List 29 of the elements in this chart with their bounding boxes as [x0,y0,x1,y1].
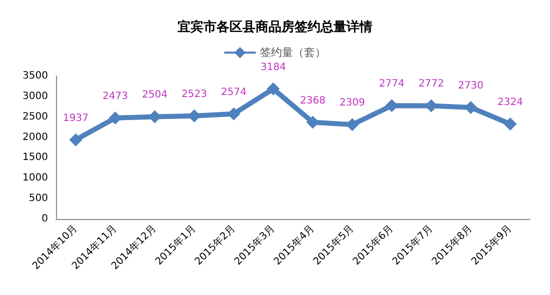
y-tick-label: 3500 [22,70,48,82]
y-tick-label: 2000 [22,132,48,143]
y-tick-label: 1500 [22,152,48,164]
chart-title: 宜宾市各区县商品房签约总量详情 [178,19,372,35]
y-tick-label: 500 [28,193,48,204]
y-tick-label: 3000 [22,90,48,102]
data-label: 2309 [340,98,365,109]
data-label: 2473 [102,90,128,102]
data-label: 2368 [300,95,326,106]
data-label: 2523 [182,88,207,100]
point [266,82,280,96]
data-label: 2774 [379,78,404,90]
data-label: 2730 [458,80,484,92]
y-tick-label: 0 [42,214,48,224]
point [227,107,240,120]
point [346,118,359,132]
data-label: 3184 [260,62,286,73]
point [108,111,122,124]
point [464,100,478,114]
data-label: 2324 [498,97,523,108]
data-label: 2504 [142,90,168,101]
y-tick-label: 2500 [22,111,48,122]
point [504,118,517,131]
data-label: 2574 [221,86,246,98]
data-label: 2772 [418,78,444,90]
legend-label: 签约量（套） [260,46,326,60]
data-label: 1937 [63,112,88,124]
point [69,133,82,146]
y-tick-label: 1000 [22,172,48,184]
